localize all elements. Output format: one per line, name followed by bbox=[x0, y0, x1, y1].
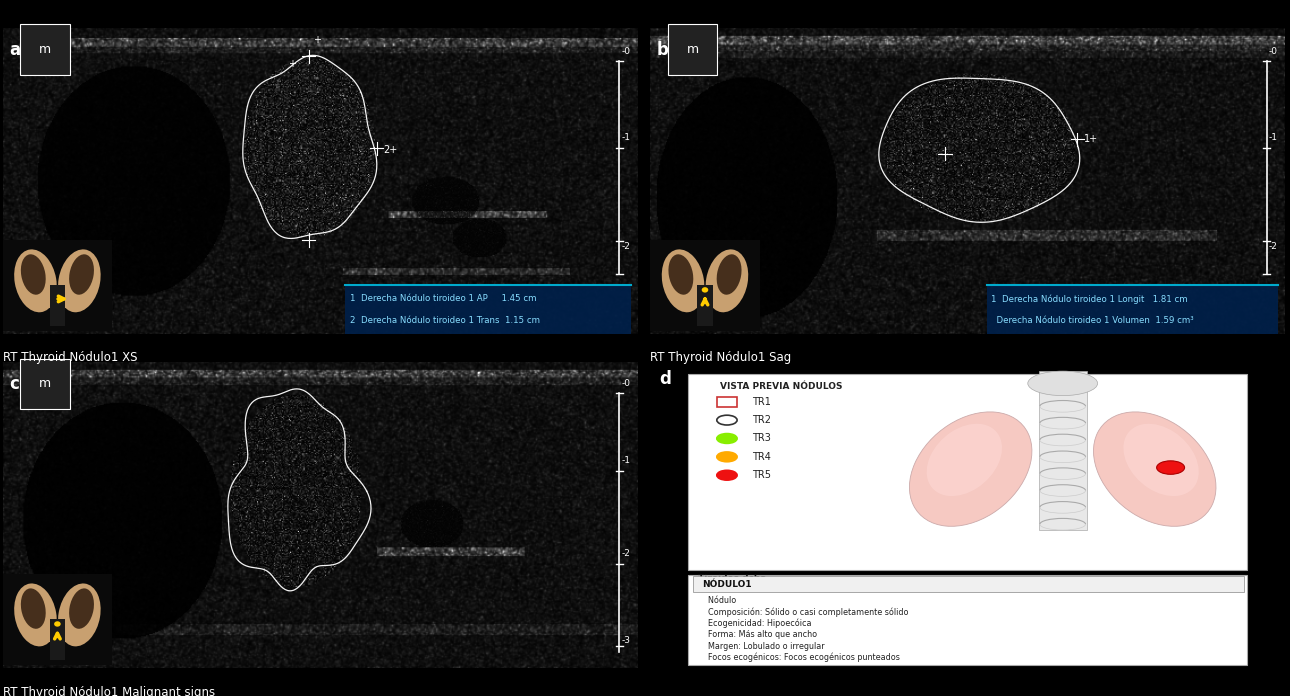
Ellipse shape bbox=[14, 583, 57, 647]
Text: -1: -1 bbox=[1269, 133, 1278, 142]
Ellipse shape bbox=[1124, 424, 1198, 496]
Circle shape bbox=[702, 287, 708, 292]
Text: 1  Derecha Nódulo tiroideo 1 AP     1.45 cm: 1 Derecha Nódulo tiroideo 1 AP 1.45 cm bbox=[350, 294, 537, 303]
Text: 2  Derecha Nódulo tiroideo 1 Trans  1.15 cm: 2 Derecha Nódulo tiroideo 1 Trans 1.15 c… bbox=[350, 316, 539, 325]
Text: 2+: 2+ bbox=[383, 145, 397, 155]
Bar bbox=[1038, 371, 1086, 530]
Text: VISTA PREVIA NÓDULOS: VISTA PREVIA NÓDULOS bbox=[720, 382, 842, 391]
Text: -1: -1 bbox=[622, 456, 631, 465]
Ellipse shape bbox=[662, 249, 704, 313]
Ellipse shape bbox=[21, 588, 45, 628]
Text: m: m bbox=[39, 377, 52, 390]
Text: Nódulo: Nódulo bbox=[698, 596, 737, 606]
Text: TR3: TR3 bbox=[752, 434, 770, 443]
Text: Composición: Sólido o casi completamente sólido: Composición: Sólido o casi completamente… bbox=[698, 608, 908, 617]
Circle shape bbox=[717, 416, 737, 425]
Text: +: + bbox=[313, 35, 321, 45]
Text: Ecogenicidad: Hipoecóica: Ecogenicidad: Hipoecóica bbox=[698, 619, 811, 628]
Circle shape bbox=[717, 434, 737, 443]
Bar bbox=[346, 285, 631, 334]
Text: RT Thyroid Nódulo1 XS: RT Thyroid Nódulo1 XS bbox=[3, 351, 137, 365]
Text: RT Thyroid Nódulo1 Sag: RT Thyroid Nódulo1 Sag bbox=[650, 351, 791, 365]
Ellipse shape bbox=[70, 588, 94, 628]
Text: -2: -2 bbox=[622, 242, 631, 251]
Text: -2: -2 bbox=[622, 549, 631, 557]
Text: +: + bbox=[288, 59, 297, 69]
Text: 1  Derecha Nódulo tiroideo 1 Longit   1.81 cm: 1 Derecha Nódulo tiroideo 1 Longit 1.81 … bbox=[991, 294, 1188, 303]
Text: b: b bbox=[657, 40, 668, 58]
Text: d: d bbox=[659, 370, 672, 388]
Text: a: a bbox=[9, 40, 21, 58]
Bar bbox=[717, 397, 737, 407]
Ellipse shape bbox=[909, 412, 1032, 526]
Text: TR5: TR5 bbox=[752, 470, 770, 480]
Bar bbox=[689, 374, 1246, 570]
Text: TR1: TR1 bbox=[752, 397, 770, 406]
Text: Margen: Lobulado o irregular: Margen: Lobulado o irregular bbox=[698, 642, 824, 651]
Ellipse shape bbox=[14, 249, 57, 313]
Ellipse shape bbox=[1094, 412, 1216, 526]
Text: Focos ecogénicos: Focos ecogénicos punteados: Focos ecogénicos: Focos ecogénicos punte… bbox=[698, 653, 899, 663]
Bar bbox=[37, 628, 77, 642]
Text: TR2: TR2 bbox=[752, 415, 770, 425]
Bar bbox=[37, 294, 77, 308]
Text: -1: -1 bbox=[622, 133, 631, 142]
Ellipse shape bbox=[1028, 371, 1098, 395]
Circle shape bbox=[54, 622, 61, 626]
Ellipse shape bbox=[21, 254, 45, 294]
Bar bbox=[50, 619, 64, 660]
Circle shape bbox=[717, 470, 737, 480]
Text: Forma: Más alto que ancho: Forma: Más alto que ancho bbox=[698, 630, 817, 639]
Text: -0: -0 bbox=[622, 379, 631, 388]
Text: c: c bbox=[9, 374, 19, 393]
Bar bbox=[693, 576, 1245, 592]
Ellipse shape bbox=[70, 254, 94, 294]
Bar bbox=[698, 285, 712, 326]
Text: m: m bbox=[686, 43, 699, 56]
Ellipse shape bbox=[58, 249, 101, 313]
Text: RT Thyroid Nódulo1 Malignant signs: RT Thyroid Nódulo1 Malignant signs bbox=[3, 686, 214, 696]
Text: -0: -0 bbox=[1269, 47, 1278, 56]
Ellipse shape bbox=[926, 424, 1002, 496]
Bar bbox=[987, 285, 1278, 334]
Ellipse shape bbox=[706, 249, 748, 313]
Bar bbox=[689, 575, 1246, 665]
Text: TR4: TR4 bbox=[752, 452, 770, 462]
Text: -0: -0 bbox=[622, 47, 631, 56]
Bar bbox=[685, 294, 725, 308]
Text: NÓDULO1: NÓDULO1 bbox=[702, 580, 752, 589]
Text: -2: -2 bbox=[1269, 242, 1278, 251]
Text: 1+: 1+ bbox=[1084, 134, 1098, 143]
Ellipse shape bbox=[668, 254, 693, 294]
Text: m: m bbox=[39, 43, 52, 56]
Circle shape bbox=[1157, 461, 1184, 474]
Ellipse shape bbox=[717, 254, 742, 294]
Text: -3: -3 bbox=[622, 636, 631, 645]
Text: Derecha Nódulo tiroideo 1 Volumen  1.59 cm³: Derecha Nódulo tiroideo 1 Volumen 1.59 c… bbox=[991, 316, 1193, 325]
Text: Tiroides dcha.: Tiroides dcha. bbox=[698, 574, 770, 583]
Circle shape bbox=[717, 452, 737, 461]
Ellipse shape bbox=[58, 583, 101, 647]
Bar bbox=[50, 285, 64, 326]
